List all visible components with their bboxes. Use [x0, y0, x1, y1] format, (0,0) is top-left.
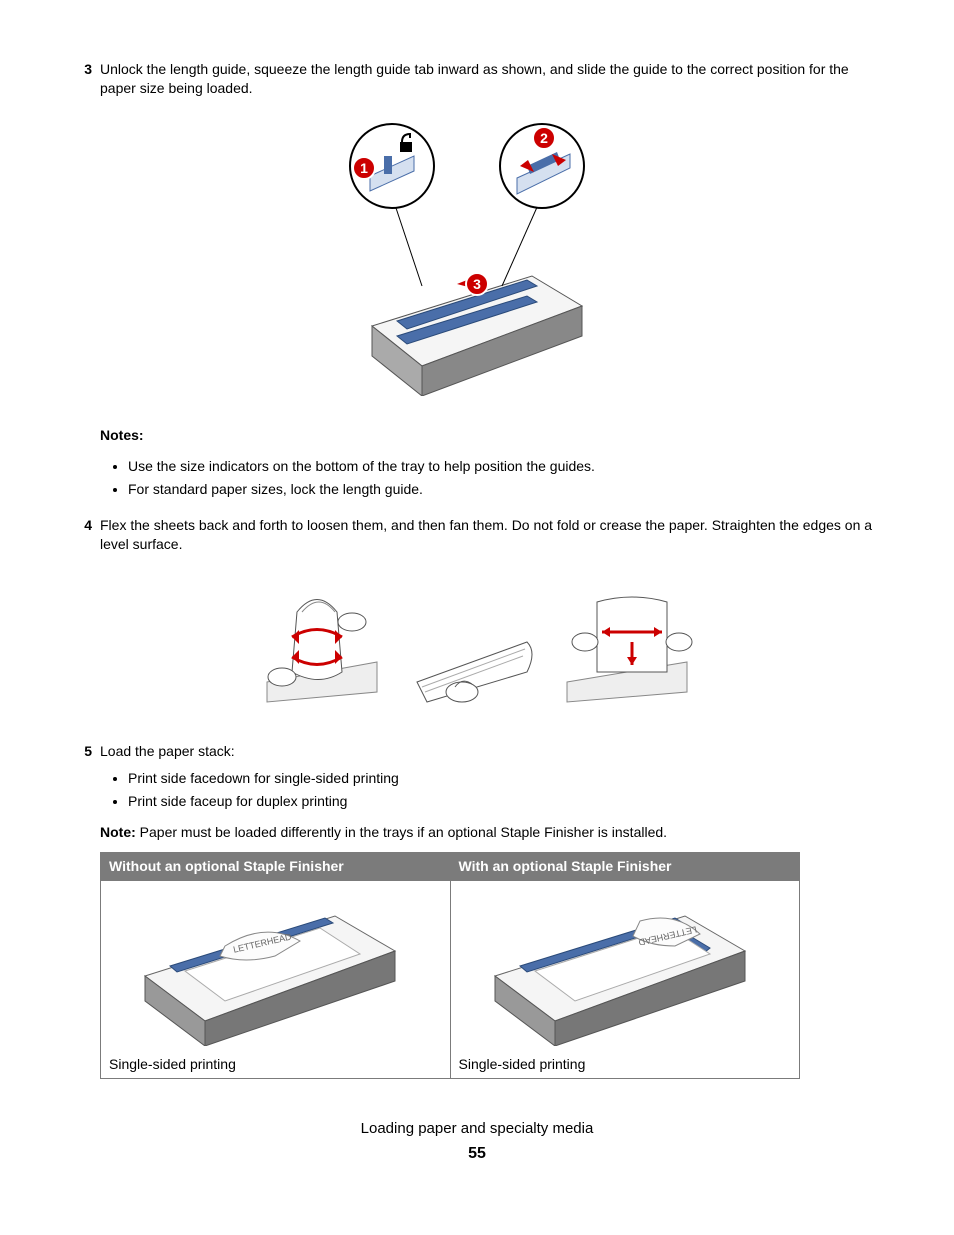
step-4-figure — [70, 572, 884, 712]
step-3-number: 3 — [70, 60, 92, 98]
table-cell-left: LETTERHEAD Single-sided printing — [101, 880, 451, 1078]
note-text: Paper must be loaded differently in the … — [140, 824, 667, 840]
notes-block: Notes: Use the size indicators on the bo… — [100, 426, 884, 499]
table-cell-right: LETTERHEAD Single-sided printing — [450, 880, 800, 1078]
footer-page-number: 55 — [70, 1143, 884, 1165]
note-label: Note: — [100, 824, 140, 840]
notes-item: For standard paper sizes, lock the lengt… — [128, 480, 884, 499]
step-3-figure: 1 2 3 — [70, 116, 884, 396]
step-4: 4 Flex the sheets back and forth to loos… — [70, 516, 884, 554]
flex-fan-illustration — [237, 572, 717, 712]
svg-text:2: 2 — [540, 130, 548, 146]
step-5-bullets: Print side facedown for single-sided pri… — [128, 769, 884, 811]
step-4-number: 4 — [70, 516, 92, 554]
notes-item: Use the size indicators on the bottom of… — [128, 457, 884, 476]
notes-list: Use the size indicators on the bottom of… — [128, 457, 884, 499]
step-3: 3 Unlock the length guide, squeeze the l… — [70, 60, 884, 98]
staple-finisher-table: Without an optional Staple Finisher With… — [100, 852, 800, 1079]
tray-image-left: LETTERHEAD — [101, 881, 450, 1051]
step-5-bullet: Print side faceup for duplex printing — [128, 792, 884, 811]
step-3-text: Unlock the length guide, squeeze the len… — [100, 60, 884, 98]
step-5-bullet: Print side facedown for single-sided pri… — [128, 769, 884, 788]
footer-section-title: Loading paper and specialty media — [70, 1119, 884, 1139]
step-5-note: Note: Paper must be loaded differently i… — [100, 823, 884, 842]
tray-image-right: LETTERHEAD — [451, 881, 800, 1051]
step-5-text: Load the paper stack: — [100, 742, 884, 761]
tray-guide-illustration: 1 2 3 — [322, 116, 632, 396]
table-header-right: With an optional Staple Finisher — [450, 852, 800, 880]
svg-text:1: 1 — [360, 160, 368, 176]
step-4-text: Flex the sheets back and forth to loosen… — [100, 516, 884, 554]
step-5-body: Load the paper stack: Print side facedow… — [100, 742, 884, 842]
page-footer: Loading paper and specialty media 55 — [70, 1119, 884, 1165]
table-caption-left: Single-sided printing — [101, 1051, 450, 1078]
notes-title: Notes: — [100, 426, 884, 445]
table-header-left: Without an optional Staple Finisher — [101, 852, 451, 880]
table-caption-right: Single-sided printing — [451, 1051, 800, 1078]
step-5: 5 Load the paper stack: Print side faced… — [70, 742, 884, 842]
svg-text:3: 3 — [473, 276, 481, 292]
step-5-number: 5 — [70, 742, 92, 842]
